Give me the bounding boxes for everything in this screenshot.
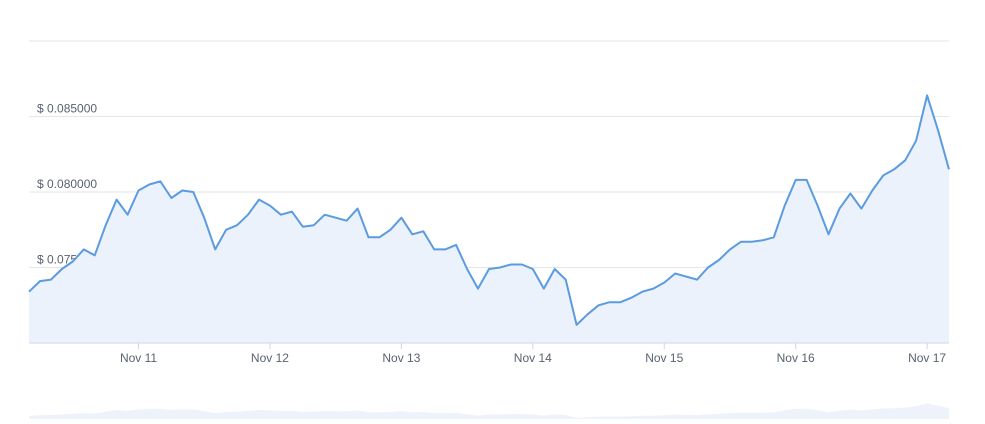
x-tick-label: Nov 16 — [777, 351, 815, 365]
y-tick-label: $ 0.080000 — [37, 177, 97, 191]
x-tick-label: Nov 11 — [120, 351, 157, 365]
price-line — [28, 94, 950, 326]
navigator-area — [29, 403, 949, 419]
y-tick-label: $ 0.085000 — [37, 102, 97, 116]
x-tick-label: Nov 17 — [908, 351, 946, 365]
x-tick-label: Nov 13 — [382, 351, 420, 365]
x-tick-label: Nov 15 — [645, 351, 683, 365]
x-tick-label: Nov 14 — [514, 351, 552, 365]
x-tick-label: Nov 12 — [251, 351, 289, 365]
area — [29, 95, 949, 344]
